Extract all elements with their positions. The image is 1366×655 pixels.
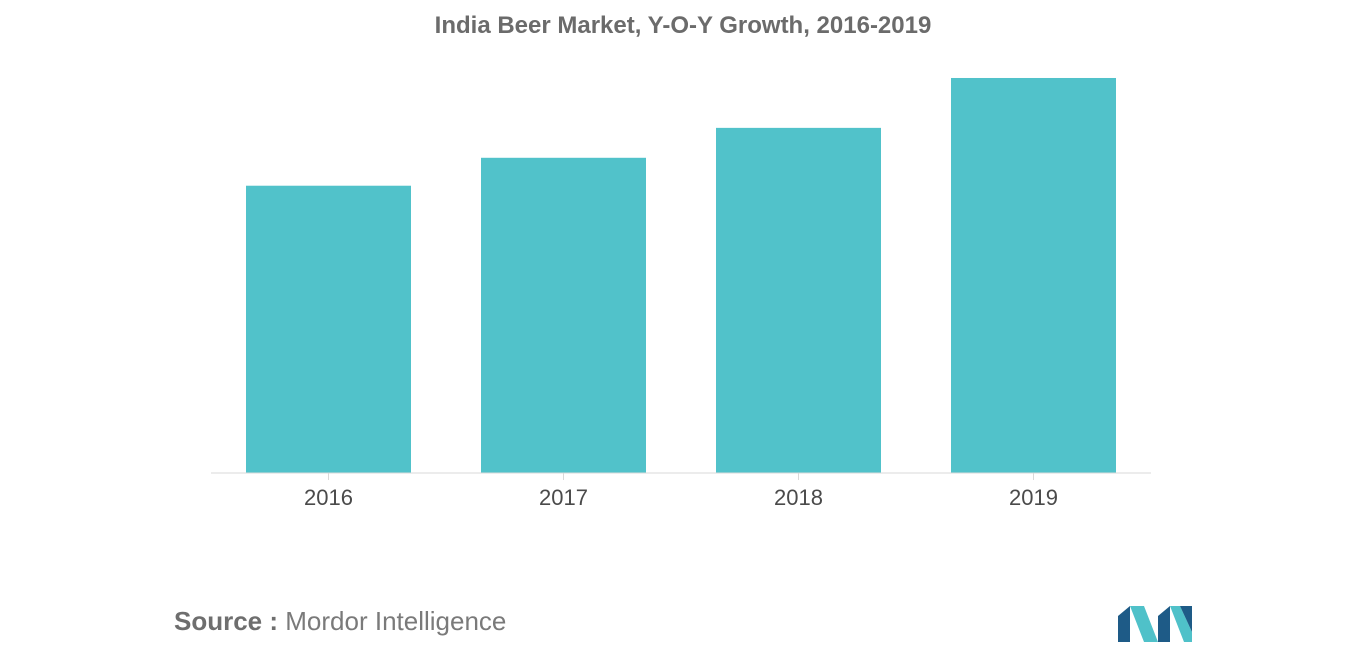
bar-2016 (246, 185, 411, 473)
x-tick-label-2018: 2018 (774, 485, 823, 510)
mordor-intelligence-logo-icon (1118, 606, 1192, 642)
bar-2019 (951, 77, 1116, 474)
source-label: Source : (174, 606, 279, 636)
source-note: Source : Mordor Intelligence (174, 606, 506, 637)
source-name: Mordor Intelligence (285, 606, 507, 636)
bar-2017 (481, 157, 646, 474)
bar-2018 (716, 127, 881, 474)
x-tick-label-2016: 2016 (304, 485, 353, 510)
x-tick-label-2019: 2019 (1009, 485, 1058, 510)
chart-title: India Beer Market, Y-O-Y Growth, 2016-20… (434, 12, 932, 39)
x-tick-label-2017: 2017 (539, 485, 588, 510)
